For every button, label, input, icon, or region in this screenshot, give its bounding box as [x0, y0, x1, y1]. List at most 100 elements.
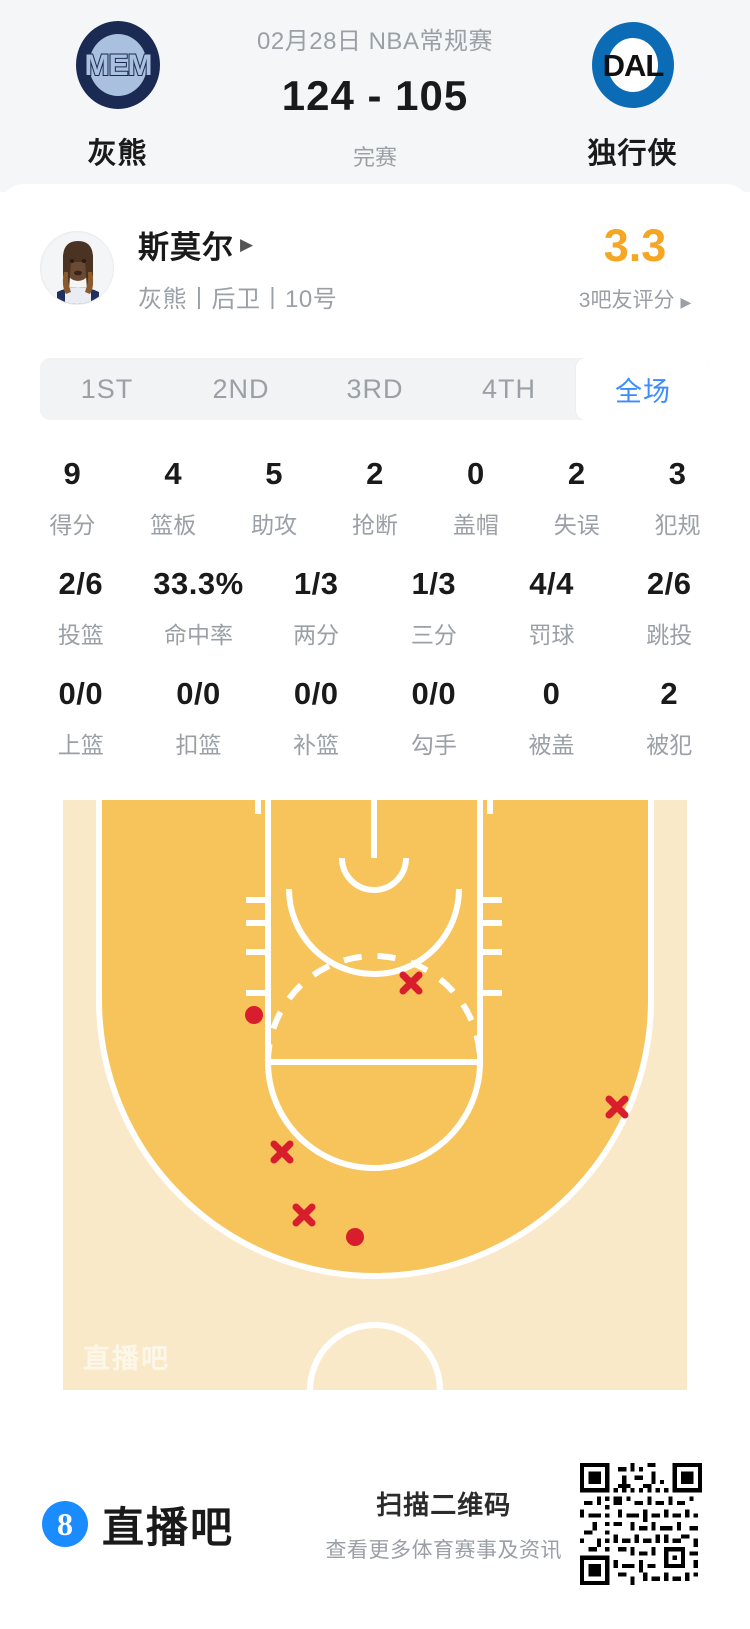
- stat-label: 命中率: [164, 622, 233, 648]
- stat-layups: 0/0 上篮: [22, 676, 140, 760]
- brand-logo-icon: 8: [42, 1501, 88, 1547]
- stat-label: 被盖: [528, 732, 575, 758]
- stat-value: 2/6: [58, 566, 104, 601]
- player-name-line[interactable]: 斯莫尔 ▶: [138, 222, 560, 267]
- away-team-logo-icon: DAL: [588, 20, 678, 110]
- shot-made-marker: [346, 1228, 364, 1246]
- stat-assists: 5 助攻: [224, 456, 325, 540]
- brand-block[interactable]: 8 直播吧: [42, 1494, 234, 1555]
- scan-subtitle: 查看更多体育赛事及资讯: [325, 1538, 562, 1562]
- stat-blocks: 0 盖帽: [425, 456, 526, 540]
- stat-hooks: 0/0 勾手: [375, 676, 493, 760]
- stat-label: 跳投: [646, 622, 693, 648]
- stat-fouls: 3 犯规: [627, 456, 728, 540]
- stat-label: 补篮: [293, 732, 340, 758]
- qr-code-icon[interactable]: [580, 1463, 702, 1585]
- period-tabs[interactable]: 1ST 2ND 3RD 4TH 全场: [40, 358, 710, 420]
- away-team-block[interactable]: DAL 独行侠: [525, 20, 740, 172]
- stat-label: 罚球: [528, 622, 575, 648]
- stat-points: 9 得分: [22, 456, 123, 540]
- match-date-league: 02月28日 NBA常规赛: [257, 27, 493, 55]
- stat-value: 1/3: [293, 566, 339, 601]
- shot-chart[interactable]: 直播吧: [63, 800, 687, 1390]
- stat-value: 0: [542, 676, 561, 711]
- player-avatar: [40, 231, 114, 305]
- stat-value: 9: [63, 456, 82, 491]
- stat-putbacks: 0/0 补篮: [257, 676, 375, 760]
- stat-three-pointers: 1/3 三分: [375, 566, 493, 650]
- tab-full-game[interactable]: 全场: [576, 358, 710, 420]
- shot-missed-marker: [292, 1203, 316, 1227]
- stat-value: 2/6: [646, 566, 692, 601]
- player-team-position-number: 灰熊丨后卫丨10号: [138, 286, 338, 313]
- tab-1st[interactable]: 1ST: [80, 373, 134, 404]
- player-rating-block[interactable]: 3.3 3吧友评分 ▶: [560, 223, 710, 314]
- match-header: MEM 灰熊 02月28日 NBA常规赛 124 - 105 完赛 DAL 独行…: [0, 0, 750, 192]
- stat-label: 得分: [49, 512, 96, 538]
- rating-value: 3.3: [603, 219, 667, 271]
- match-center-block: 02月28日 NBA常规赛 124 - 105 完赛: [225, 21, 525, 172]
- stat-field-goal-pct: 33.3% 命中率: [140, 566, 258, 650]
- tab-3rd[interactable]: 3RD: [346, 373, 404, 404]
- stat-value: 2: [366, 456, 384, 491]
- stat-value: 0: [466, 456, 485, 491]
- stat-value: 5: [265, 456, 284, 491]
- stat-value: 2: [660, 676, 679, 711]
- player-name: 斯莫尔: [138, 230, 234, 265]
- chevron-right-icon: ▶: [240, 235, 254, 254]
- stat-shots-blocked: 0 被盖: [493, 676, 611, 760]
- stat-label: 上篮: [57, 732, 104, 758]
- stat-label: 失误: [553, 512, 600, 538]
- stat-fouls-drawn: 2 被犯: [610, 676, 728, 760]
- stat-steals: 2 抢断: [325, 456, 426, 540]
- home-team-name: 灰熊: [87, 138, 148, 170]
- svg-text:MEM: MEM: [84, 49, 151, 82]
- player-card: 斯莫尔 ▶ 灰熊丨后卫丨10号 3.3 3吧友评分 ▶ 1ST 2ND 3RD 4…: [0, 184, 750, 1390]
- stat-value: 3: [668, 456, 687, 491]
- match-status: 完赛: [352, 144, 397, 170]
- stat-rebounds: 4 篮板: [123, 456, 224, 540]
- stat-label: 盖帽: [452, 512, 499, 538]
- match-score: 124 - 105: [281, 71, 469, 119]
- stats-row-shot-types: 0/0 上篮 0/0 扣篮 0/0 补篮 0/0 勾手 0 被盖: [22, 676, 728, 760]
- stat-label: 投篮: [57, 622, 104, 648]
- tab-4th[interactable]: 4TH: [481, 373, 536, 404]
- footer-bar: 8 直播吧 扫描二维码 查看更多体育赛事及资讯: [0, 1419, 750, 1629]
- chevron-right-small-icon: ▶: [680, 293, 692, 310]
- player-info: 斯莫尔 ▶ 灰熊丨后卫丨10号: [138, 222, 560, 314]
- stat-value: 0/0: [58, 676, 104, 711]
- stat-dunks: 0/0 扣篮: [140, 676, 258, 760]
- player-row[interactable]: 斯莫尔 ▶ 灰熊丨后卫丨10号 3.3 3吧友评分 ▶: [0, 194, 750, 324]
- home-team-logo-icon: MEM: [73, 20, 163, 110]
- home-team-block[interactable]: MEM 灰熊: [10, 20, 225, 172]
- stat-label: 扣篮: [175, 732, 222, 758]
- stat-jump-shots: 2/6 跳投: [610, 566, 728, 650]
- shot-markers: [245, 971, 629, 1246]
- stats-block: 9 得分 4 篮板 5 助攻 2 抢断 0 盖帽: [0, 420, 750, 760]
- stat-label: 助攻: [251, 512, 298, 538]
- stat-value: 2: [567, 456, 586, 491]
- shot-missed-marker: [399, 971, 423, 995]
- stat-label: 勾手: [410, 732, 457, 758]
- rating-label: 3吧友评分 ▶: [560, 284, 710, 314]
- stat-label: 抢断: [352, 512, 398, 538]
- away-team-name: 独行侠: [587, 138, 678, 170]
- shot-made-marker: [245, 1006, 263, 1024]
- rating-label-text: 3吧友评分: [578, 288, 675, 312]
- stat-label: 两分: [293, 622, 340, 648]
- stat-label: 篮板: [150, 512, 197, 538]
- stat-free-throws: 4/4 罚球: [493, 566, 611, 650]
- brand-name: 直播吧: [102, 1503, 235, 1551]
- court-watermark: 直播吧: [83, 1344, 170, 1374]
- scan-text-block: 扫描二维码 查看更多体育赛事及资讯: [326, 1485, 563, 1564]
- svg-text:DAL: DAL: [602, 48, 663, 83]
- stat-label: 三分: [410, 622, 457, 648]
- tab-2nd[interactable]: 2ND: [212, 373, 270, 404]
- stats-row-shooting: 2/6 投篮 33.3% 命中率 1/3 两分 1/3 三分 4/4 罚球: [22, 566, 728, 650]
- shot-missed-marker: [270, 1140, 294, 1164]
- stat-value: 0/0: [176, 676, 221, 711]
- stat-two-pointers: 1/3 两分: [257, 566, 375, 650]
- stat-value: 4/4: [529, 566, 574, 601]
- stat-field-goals: 2/6 投篮: [22, 566, 140, 650]
